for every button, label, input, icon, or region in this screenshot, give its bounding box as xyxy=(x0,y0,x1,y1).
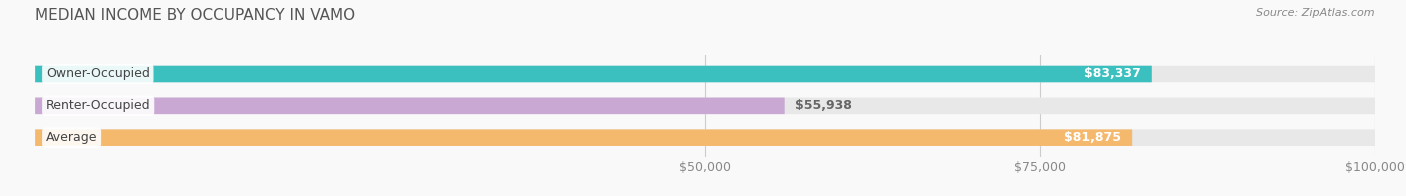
Text: $55,938: $55,938 xyxy=(796,99,852,112)
Text: Renter-Occupied: Renter-Occupied xyxy=(46,99,150,112)
FancyBboxPatch shape xyxy=(35,66,1375,82)
Text: Source: ZipAtlas.com: Source: ZipAtlas.com xyxy=(1257,8,1375,18)
Text: Average: Average xyxy=(46,131,97,144)
FancyBboxPatch shape xyxy=(35,129,1375,146)
Text: MEDIAN INCOME BY OCCUPANCY IN VAMO: MEDIAN INCOME BY OCCUPANCY IN VAMO xyxy=(35,8,356,23)
Text: $81,875: $81,875 xyxy=(1064,131,1122,144)
Text: $83,337: $83,337 xyxy=(1084,67,1142,81)
FancyBboxPatch shape xyxy=(35,98,1375,114)
FancyBboxPatch shape xyxy=(35,98,785,114)
FancyBboxPatch shape xyxy=(35,66,1152,82)
FancyBboxPatch shape xyxy=(35,129,1132,146)
Text: Owner-Occupied: Owner-Occupied xyxy=(46,67,150,81)
